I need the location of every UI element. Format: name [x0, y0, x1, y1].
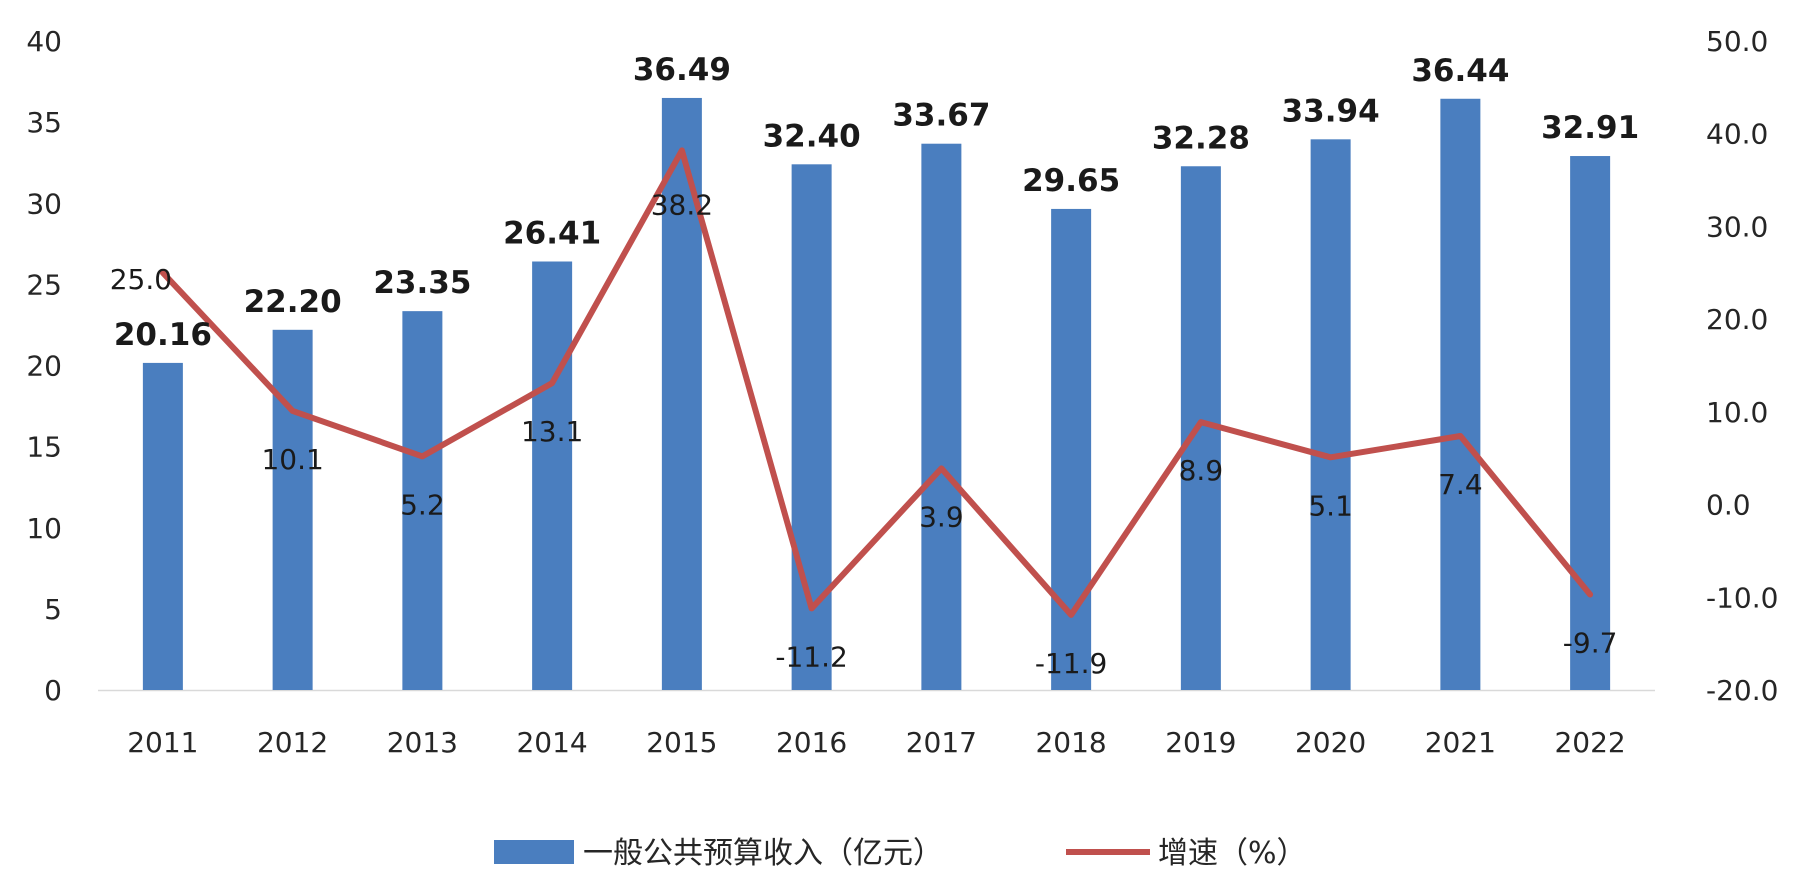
line-value-label: -9.7: [1563, 627, 1618, 660]
bar-value-label: 26.41: [503, 215, 601, 251]
line-value-label: 38.2: [651, 188, 713, 221]
x-tick-label: 2012: [257, 726, 328, 759]
x-tick-label: 2016: [776, 726, 847, 759]
bar-value-label: 29.65: [1022, 163, 1120, 199]
bar-2021: [1440, 98, 1481, 691]
legend-bar-swatch: [494, 840, 574, 864]
bar-value-label: 33.94: [1282, 93, 1380, 129]
legend: 一般公共预算收入（亿元） 增速（%）: [494, 836, 1307, 871]
line-value-label: 10.1: [261, 443, 323, 476]
growth-line: [159, 147, 1594, 618]
bar-value-label: 32.40: [763, 118, 861, 154]
y-left-tick-label: 10: [26, 512, 62, 545]
x-tick-label: 2015: [646, 726, 717, 759]
line-data-labels: 25.0 10.1 5.2 13.1 38.2 -11.2 3.9 -11.9 8.9 5.1 7.…: [110, 188, 1618, 679]
y-left-tick-label: 15: [26, 431, 62, 464]
bar-value-label: 22.20: [244, 284, 342, 320]
line-value-label: 5.1: [1308, 489, 1353, 522]
bar-value-label: 20.16: [114, 317, 212, 353]
y-right-tick-label: 20.0: [1706, 303, 1768, 336]
line-value-label: 3.9: [919, 500, 964, 533]
line-value-label: -11.9: [1035, 647, 1107, 680]
y-right-tick-label: -10.0: [1706, 581, 1778, 614]
x-tick-label: 2011: [127, 726, 198, 759]
y-right-tick-label: 0.0: [1706, 489, 1751, 522]
x-tick-label: 2021: [1425, 726, 1496, 759]
y-left-axis: 0 5 10 15 20 25 30 35 40: [26, 25, 62, 707]
line-value-label: 7.4: [1438, 468, 1483, 501]
line-value-label: 13.1: [521, 415, 583, 448]
x-tick-label: 2020: [1295, 726, 1366, 759]
bar-data-labels: 20.16 22.20 23.35 26.41 36.49 32.40 33.67 29.65…: [114, 52, 1639, 353]
y-left-tick-label: 25: [26, 268, 62, 301]
bar-2020: [1310, 139, 1351, 691]
x-tick-label: 2019: [1165, 726, 1236, 759]
bar-2015: [661, 97, 702, 690]
bar-value-label: 33.67: [892, 98, 990, 134]
x-tick-label: 2017: [906, 726, 977, 759]
legend-bar-label: 一般公共预算收入（亿元）: [583, 836, 943, 871]
y-right-tick-label: -20.0: [1706, 674, 1778, 707]
y-right-tick-label: 30.0: [1706, 210, 1768, 243]
y-right-tick-label: 40.0: [1706, 118, 1768, 151]
line-value-label: 25.0: [110, 263, 172, 296]
y-left-tick-label: 35: [26, 106, 62, 139]
y-left-tick-label: 0: [44, 674, 62, 707]
line-value-label: 8.9: [1179, 454, 1224, 487]
x-tick-label: 2014: [516, 726, 587, 759]
x-axis: 2011 2012 2013 2014 2015 2016 2017 2018 2019 2020…: [127, 726, 1626, 759]
bar-2013: [402, 311, 443, 690]
x-tick-label: 2022: [1554, 726, 1625, 759]
x-tick-label: 2018: [1035, 726, 1106, 759]
y-left-tick-label: 5: [44, 593, 62, 626]
bar-2022: [1570, 156, 1611, 690]
y-left-tick-label: 30: [26, 187, 62, 220]
y-right-tick-label: 10.0: [1706, 396, 1768, 429]
y-right-tick-label: 50.0: [1706, 25, 1768, 58]
y-left-tick-label: 40: [26, 25, 62, 58]
y-right-axis: -20.0 -10.0 0.0 10.0 20.0 30.0 40.0 50.0: [1706, 25, 1778, 707]
legend-line-label: 增速（%）: [1158, 836, 1307, 871]
bar-value-label: 36.49: [633, 52, 731, 88]
line-value-label: 5.2: [400, 488, 445, 521]
bar-2012: [272, 329, 313, 690]
bar-value-label: 36.44: [1411, 53, 1509, 89]
bar-value-label: 32.28: [1152, 120, 1250, 156]
bar-value-label: 32.91: [1541, 110, 1639, 146]
y-left-tick-label: 20: [26, 350, 62, 383]
bar-2014: [532, 261, 573, 690]
x-tick-label: 2013: [387, 726, 458, 759]
bar-value-label: 23.35: [373, 265, 471, 301]
line-value-label: -11.2: [775, 640, 847, 673]
bar-series: [142, 97, 1611, 691]
bar-2011: [142, 362, 183, 690]
bar-2017: [921, 143, 962, 691]
